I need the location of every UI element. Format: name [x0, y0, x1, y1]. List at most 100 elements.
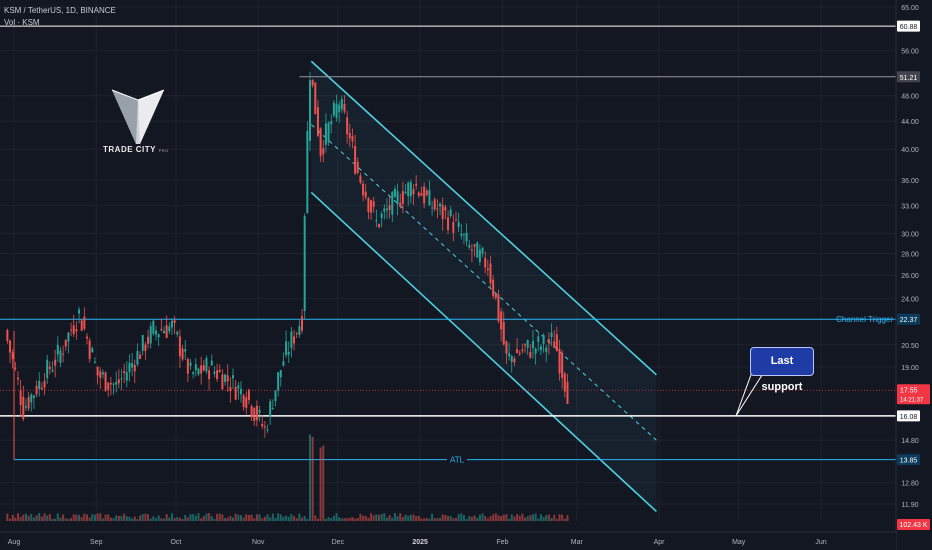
volume-bar: [372, 515, 375, 521]
volume-bar: [314, 515, 317, 521]
candle-body: [295, 332, 298, 334]
volume-bar: [327, 516, 330, 521]
candle-body: [303, 216, 306, 312]
volume-bar: [229, 515, 232, 521]
volume-bar: [415, 516, 418, 521]
y-tick-label: 26.00: [901, 273, 919, 280]
current-price-label-bg: [897, 384, 930, 405]
candle-body: [553, 341, 556, 348]
volume-bar: [457, 514, 460, 521]
volume-bar: [277, 513, 280, 521]
candle-body: [460, 233, 463, 236]
volume-bar: [170, 513, 173, 521]
volume-bar: [362, 515, 365, 521]
volume-bar: [295, 518, 298, 521]
candle-body: [75, 329, 78, 332]
volume-bar: [205, 513, 208, 521]
candle-body: [399, 202, 402, 207]
candle-body: [423, 186, 426, 204]
candle-body: [319, 128, 322, 157]
volume-bar: [473, 515, 476, 521]
level-axis-label-bg: [897, 20, 920, 32]
candle-body: [258, 409, 261, 413]
volume-bar: [208, 513, 211, 521]
candle-body: [157, 334, 160, 338]
volume-bar: [64, 518, 67, 521]
candle-body: [16, 377, 19, 380]
level-axis-label-bg: [897, 454, 920, 466]
candle-body: [375, 220, 378, 222]
volume-bar: [404, 514, 407, 521]
candle-body: [120, 378, 123, 380]
volume-bar: [383, 513, 386, 521]
candle-body: [478, 249, 481, 263]
candle-body: [88, 340, 91, 360]
volume-bar: [274, 517, 277, 521]
candle-body: [80, 320, 83, 331]
y-tick-label: 44.00: [901, 119, 919, 126]
level-axis-label-bg: [897, 313, 920, 325]
volume-bar: [531, 514, 534, 521]
volume-bar: [290, 514, 293, 521]
volume-bar: [96, 513, 99, 521]
y-tick-label: 28.00: [901, 252, 919, 259]
candle-body: [308, 80, 311, 141]
volume-bar: [375, 514, 378, 521]
candle-body: [78, 309, 81, 314]
candle-body: [91, 348, 94, 353]
volume-bar: [348, 517, 351, 521]
volume-bar: [324, 518, 327, 521]
candle-body: [213, 371, 216, 374]
last-support-callout[interactable]: Last support: [750, 347, 814, 393]
candle-body: [86, 336, 89, 339]
volume-bar: [120, 515, 123, 521]
volume-bar: [210, 516, 213, 521]
volume-bar: [178, 517, 181, 521]
volume-bar: [354, 518, 357, 521]
candle-body: [287, 352, 290, 355]
candle-body: [505, 341, 508, 354]
level-axis-label: 22.37: [900, 317, 918, 324]
candle-body: [96, 366, 99, 376]
volume-bar: [478, 514, 481, 521]
volume-bar: [534, 513, 537, 521]
volume-bar: [40, 516, 43, 521]
y-tick-label: 20.50: [901, 343, 919, 350]
candle-body: [290, 331, 293, 349]
volume-bar: [48, 513, 51, 521]
candle-body: [112, 383, 115, 385]
candle-body: [566, 381, 569, 404]
volume-bar: [285, 515, 288, 521]
candle-body: [380, 213, 383, 219]
candle-body: [99, 371, 102, 378]
volume-bar: [454, 517, 457, 521]
candle-body: [38, 380, 41, 389]
volume-bar: [192, 514, 195, 521]
candle-body: [266, 429, 269, 431]
volume-bar: [298, 513, 301, 521]
candle-body: [447, 217, 450, 230]
volume-bar: [425, 517, 428, 521]
volume-bar: [335, 513, 338, 521]
candle-body: [221, 374, 224, 390]
candle-body: [539, 346, 542, 350]
candle-body: [107, 382, 110, 390]
volume-bar: [88, 517, 91, 521]
candle-body: [314, 82, 317, 115]
volume-bar: [462, 515, 465, 521]
candle-body: [14, 367, 17, 369]
candle-body: [558, 348, 561, 374]
candle-body: [9, 340, 12, 353]
candle-body: [407, 182, 410, 197]
candle-body: [510, 355, 513, 363]
volume-bar: [308, 434, 311, 521]
volume-bar: [115, 515, 118, 521]
volume-bar: [173, 518, 176, 521]
volume-bar: [54, 518, 57, 521]
volume-bar: [500, 516, 503, 521]
candle-body: [415, 183, 418, 186]
current-price-label: 17.55: [900, 387, 918, 394]
volume-bar: [197, 513, 200, 521]
volume-bar: [27, 515, 30, 521]
